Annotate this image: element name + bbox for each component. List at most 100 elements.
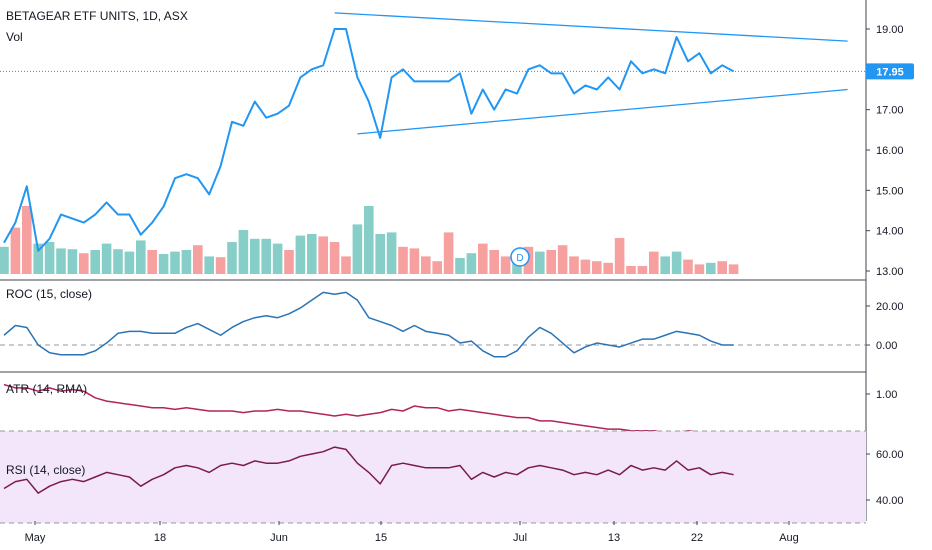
volume-bar xyxy=(90,250,100,274)
volume-bars xyxy=(0,206,739,274)
volume-bar xyxy=(694,264,705,274)
price-line xyxy=(3,28,735,252)
volume-bar xyxy=(158,254,169,274)
time-axis[interactable]: May 18 Jun 15 Jul 13 22 Aug xyxy=(25,521,799,544)
upper-trendline[interactable] xyxy=(334,12,848,42)
price-tick-label: 16.00 xyxy=(876,145,904,157)
atr-indicator-label[interactable]: ATR (14, RMA) xyxy=(6,382,87,396)
volume-bar xyxy=(671,251,682,274)
volume-bar xyxy=(455,258,465,274)
volume-bar xyxy=(33,243,43,274)
rsi-band xyxy=(0,431,866,523)
volume-bar xyxy=(409,248,420,274)
volume-bar xyxy=(307,234,317,274)
volume-bar xyxy=(432,261,442,274)
dividend-letter: D xyxy=(516,253,523,264)
time-tick-label: Jun xyxy=(270,532,288,544)
volume-bar xyxy=(124,251,135,274)
atr-line xyxy=(3,383,734,435)
volume-bar xyxy=(215,257,226,274)
price-tick-label: 14.00 xyxy=(876,226,904,238)
volume-bar xyxy=(649,251,659,274)
roc-pane xyxy=(0,291,866,358)
time-tick-label: 18 xyxy=(154,532,166,544)
volume-bar xyxy=(10,227,21,274)
volume-bar xyxy=(614,238,625,274)
volume-bar xyxy=(181,250,192,274)
volume-bar xyxy=(592,261,602,274)
price-tick-label: 19.00 xyxy=(876,24,904,36)
volume-bar xyxy=(398,246,408,274)
volume-bar xyxy=(56,248,66,274)
volume-bar xyxy=(535,251,545,274)
lower-trendline[interactable] xyxy=(357,88,848,135)
rsi-tick-label: 40.00 xyxy=(876,495,904,507)
rsi-tick-label: 60.00 xyxy=(876,449,904,461)
volume-bar xyxy=(329,242,340,274)
volume-bar xyxy=(512,261,522,274)
volume-bar xyxy=(295,235,306,274)
atr-pane xyxy=(3,383,734,435)
volume-bar xyxy=(443,232,454,274)
volume-bar xyxy=(660,256,670,274)
last-price-background xyxy=(866,63,914,80)
price-tick-label: 15.00 xyxy=(876,185,904,197)
rsi-pane xyxy=(0,430,866,524)
time-tick-label: 15 xyxy=(375,532,387,544)
volume-bar xyxy=(728,264,739,274)
volume-bar xyxy=(318,236,328,274)
volume-bar xyxy=(238,230,249,274)
volume-bar xyxy=(147,250,157,274)
volume-bar xyxy=(603,262,613,274)
chart-title[interactable]: BETAGEAR ETF UNITS, 1D, ASX xyxy=(6,9,188,23)
volume-bar xyxy=(193,245,203,274)
volume-label[interactable]: Vol xyxy=(6,30,23,44)
volume-bar xyxy=(375,234,385,274)
volume-bar xyxy=(67,249,78,274)
volume-bar xyxy=(478,243,488,274)
volume-bar xyxy=(22,206,32,274)
volume-bar xyxy=(79,253,89,274)
rsi-indicator-label[interactable]: RSI (14, close) xyxy=(6,463,85,477)
volume-bar xyxy=(706,262,716,274)
volume-bar xyxy=(546,250,556,274)
volume-bar xyxy=(250,238,260,274)
volume-bar xyxy=(626,266,636,274)
price-tick-label: 17.00 xyxy=(876,105,904,117)
roc-tick-label: 0.00 xyxy=(876,340,897,352)
dividend-marker[interactable]: D xyxy=(510,247,530,267)
time-tick-label: Aug xyxy=(779,532,799,544)
time-tick-label: May xyxy=(25,532,46,544)
price-tick-label: 13.00 xyxy=(876,266,904,278)
time-tick-label: 22 xyxy=(691,532,703,544)
roc-line xyxy=(3,291,734,358)
volume-bar xyxy=(170,251,180,274)
volume-bar xyxy=(341,256,351,274)
indicator-panes xyxy=(0,12,866,524)
volume-bar xyxy=(637,266,648,274)
volume-bar xyxy=(136,240,146,274)
volume-bar xyxy=(44,242,55,274)
volume-bar xyxy=(386,232,397,274)
volume-bar xyxy=(580,259,591,274)
volume-bar xyxy=(500,256,511,274)
dividend-circle[interactable] xyxy=(510,247,530,267)
atr-tick-label: 1.00 xyxy=(876,389,897,401)
volume-bar xyxy=(352,224,363,274)
volume-bar xyxy=(466,253,477,274)
time-tick-label: 13 xyxy=(608,532,620,544)
volume-bar xyxy=(204,256,214,274)
volume-bar xyxy=(101,243,112,274)
volume-bar xyxy=(569,256,579,274)
time-tick-label: Jul xyxy=(513,532,527,544)
volume-bar xyxy=(261,238,271,274)
volume-bar xyxy=(683,259,693,274)
volume-bar xyxy=(421,256,431,274)
volume-bar xyxy=(284,250,294,274)
roc-indicator-label[interactable]: ROC (15, close) xyxy=(6,287,92,301)
volume-bar xyxy=(489,250,499,274)
volume-bar xyxy=(717,261,727,274)
volume-bar xyxy=(364,206,374,274)
volume-bar xyxy=(227,242,237,274)
